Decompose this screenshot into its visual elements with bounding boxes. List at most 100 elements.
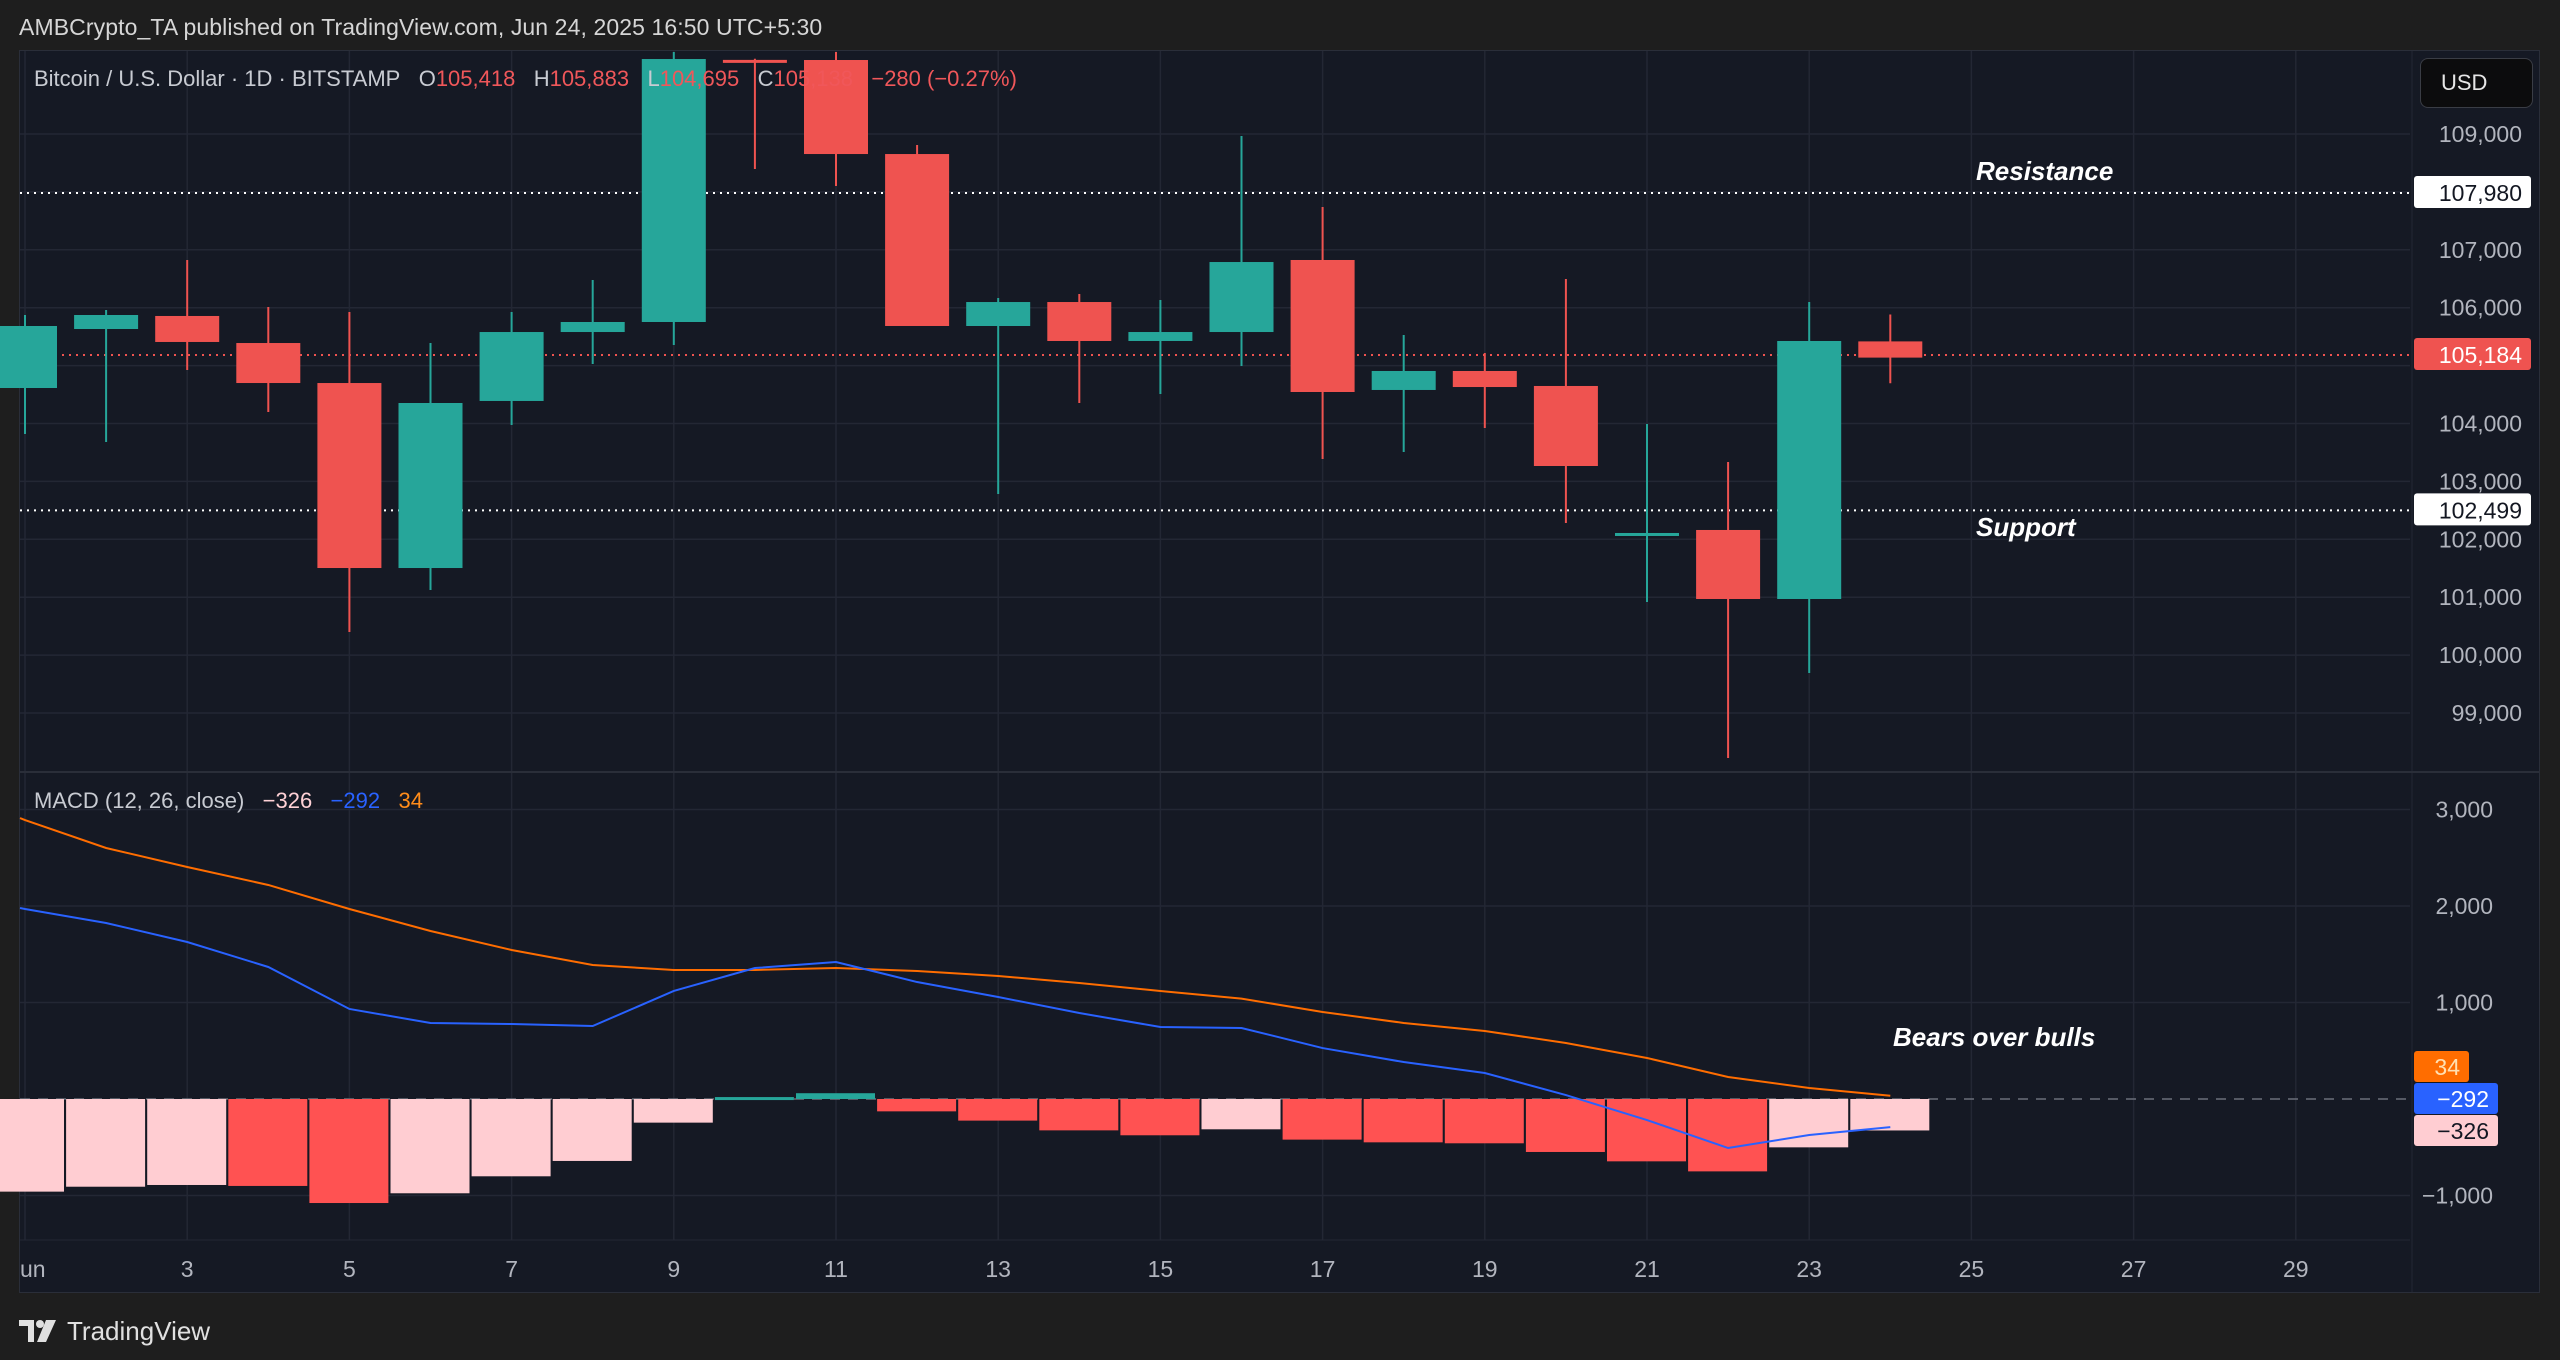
candle-body[interactable] xyxy=(155,315,220,342)
price-label-resistance[interactable] xyxy=(2414,176,2531,209)
low-label: L xyxy=(647,66,660,91)
candle-body[interactable] xyxy=(236,343,301,384)
candle-body[interactable] xyxy=(885,154,950,326)
price-axis[interactable]: 99,000 100,000 101,000 102,000 103,000 104,00… xyxy=(2411,51,2531,1292)
close-label: C xyxy=(757,66,774,91)
candle-body[interactable] xyxy=(1777,340,1842,599)
candle-body[interactable] xyxy=(317,383,382,569)
candle-body[interactable] xyxy=(804,60,868,155)
histogram-bar[interactable] xyxy=(471,1099,551,1177)
time-axis[interactable]: un 3 5 7 9 11 13 15 17 19 21 23 25 27 29 xyxy=(20,1256,2309,1282)
candle-body[interactable] xyxy=(560,322,625,333)
high-value: 105,883 xyxy=(549,66,630,91)
open-label: O xyxy=(418,66,436,91)
footer-brand-name: TradingView xyxy=(67,1315,211,1346)
histogram-bar[interactable] xyxy=(796,1093,875,1099)
publish-info: AMBCrypto_TA published on TradingView.co… xyxy=(19,14,823,40)
time-axis-label: un xyxy=(20,1256,46,1282)
macd-histogram-value: −326 xyxy=(262,788,313,813)
histogram-bar[interactable] xyxy=(1039,1099,1119,1131)
histogram-bar[interactable] xyxy=(228,1099,308,1186)
macd-histogram xyxy=(0,1093,1930,1204)
macd-value-label-text: 34 xyxy=(2434,1054,2460,1080)
time-axis-label: 3 xyxy=(181,1256,194,1282)
time-axis-label: 23 xyxy=(1796,1256,1822,1282)
candle-body[interactable] xyxy=(966,302,1031,326)
time-axis-label: 11 xyxy=(824,1256,848,1282)
histogram-bar[interactable] xyxy=(309,1099,389,1204)
histogram-bar[interactable] xyxy=(390,1099,470,1194)
candle-body[interactable] xyxy=(398,403,463,569)
histogram-bar[interactable] xyxy=(1688,1099,1768,1172)
histogram-bar[interactable] xyxy=(1525,1099,1605,1152)
histogram-bar[interactable] xyxy=(1444,1099,1524,1144)
macd-line-value: −292 xyxy=(330,788,381,813)
time-axis-label: 17 xyxy=(1310,1256,1336,1282)
price-axis-label: 106,000 xyxy=(2439,295,2522,321)
candle-body[interactable] xyxy=(641,59,706,323)
candle-body[interactable] xyxy=(1533,385,1598,466)
time-axis-label: 9 xyxy=(667,1256,680,1282)
histogram-bar[interactable] xyxy=(147,1099,227,1185)
footer-brand[interactable]: TradingView xyxy=(19,1314,210,1348)
price-axis-label: 101,000 xyxy=(2439,584,2522,610)
close-value: 105,138 xyxy=(773,66,853,91)
candle-body[interactable] xyxy=(1047,302,1112,341)
price-axis-label: 100,000 xyxy=(2439,642,2522,668)
macd-axis-label: 1,000 xyxy=(2435,990,2493,1016)
chart-panel[interactable] xyxy=(19,50,2540,1293)
macd-value-label-histogram[interactable] xyxy=(2414,1115,2498,1146)
price-label-support[interactable] xyxy=(2414,493,2531,526)
macd-axis-label: 2,000 xyxy=(2435,893,2493,919)
candle-body[interactable] xyxy=(1128,332,1193,341)
histogram-bar[interactable] xyxy=(66,1099,146,1187)
time-axis-label: 21 xyxy=(1634,1256,1660,1282)
histogram-bar[interactable] xyxy=(1607,1099,1686,1162)
high-label: H xyxy=(533,66,550,91)
histogram-bar[interactable] xyxy=(0,1099,64,1192)
support-annotation: Support xyxy=(1976,512,2076,542)
candle-body[interactable] xyxy=(1290,259,1355,393)
histogram-bar[interactable] xyxy=(958,1099,1038,1121)
macd-value-label-macd[interactable] xyxy=(2414,1083,2498,1114)
histogram-bar[interactable] xyxy=(1850,1099,1930,1131)
macd-legend: MACD (12, 26, close) −326 −292 34 xyxy=(34,788,423,814)
histogram-bar[interactable] xyxy=(552,1099,632,1161)
candle-body[interactable] xyxy=(74,314,139,330)
candle-body[interactable] xyxy=(0,325,57,389)
signal-line xyxy=(19,817,1891,1097)
candle-body[interactable] xyxy=(1209,262,1274,333)
time-axis-label: 27 xyxy=(2121,1256,2147,1282)
grid-lines xyxy=(20,51,2415,1240)
price-axis-label: 102,000 xyxy=(2439,526,2522,552)
macd-value-label-signal[interactable] xyxy=(2414,1051,2469,1082)
histogram-bar[interactable] xyxy=(1120,1099,1200,1136)
time-axis-label: 29 xyxy=(2283,1256,2309,1282)
price-label-text: 105,184 xyxy=(2439,342,2522,368)
histogram-bar[interactable] xyxy=(633,1099,713,1123)
resistance-annotation: Resistance xyxy=(1976,156,2114,186)
candle-body[interactable] xyxy=(1858,341,1923,358)
time-axis-label: 13 xyxy=(985,1256,1011,1282)
time-axis-label: 15 xyxy=(1148,1256,1174,1282)
candle-body[interactable] xyxy=(1452,370,1517,388)
price-label-last-price[interactable] xyxy=(2414,337,2531,370)
histogram-bar[interactable] xyxy=(877,1099,957,1112)
time-axis-label: 5 xyxy=(343,1256,356,1282)
candle-body[interactable] xyxy=(479,332,544,401)
currency-button[interactable]: USD xyxy=(2420,58,2533,108)
histogram-bar[interactable] xyxy=(1282,1099,1362,1140)
histogram-bar[interactable] xyxy=(1201,1099,1281,1130)
histogram-bar[interactable] xyxy=(714,1097,794,1101)
open-value: 105,418 xyxy=(435,66,516,91)
candle-body[interactable] xyxy=(722,59,787,63)
macd-signal-value: 34 xyxy=(398,788,423,813)
price-axis-label: 99,000 xyxy=(2452,700,2522,726)
candle-body[interactable] xyxy=(1371,370,1436,390)
macd-value-label-text: −326 xyxy=(2437,1118,2489,1144)
candle-body[interactable] xyxy=(1696,529,1761,599)
candle-body[interactable] xyxy=(1615,532,1679,536)
histogram-bar[interactable] xyxy=(1363,1099,1443,1143)
price-label-text: 102,499 xyxy=(2439,497,2522,523)
